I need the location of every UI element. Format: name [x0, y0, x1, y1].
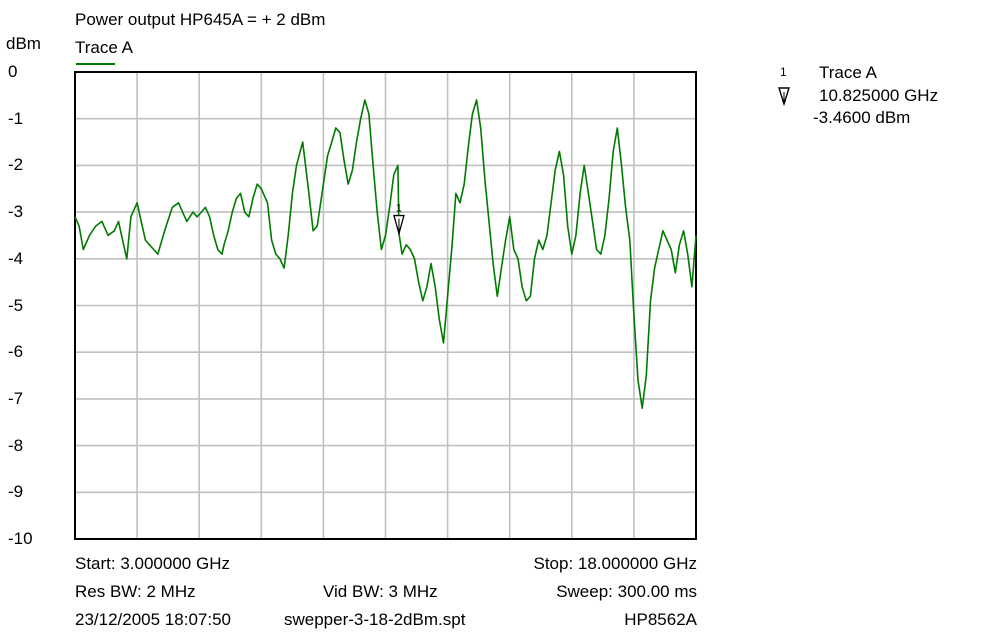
y-tick-label: -2 [8, 155, 24, 175]
y-tick-label: -4 [8, 248, 24, 268]
video-bandwidth: Vid BW: 3 MHz [323, 582, 438, 601]
chart-title: Power output HP645A = + 2 dBm [75, 10, 326, 29]
sweep-time: Sweep: 300.00 ms [556, 582, 697, 601]
marker-readout-trace: Trace A [819, 63, 877, 82]
plot-grid [75, 72, 696, 539]
y-tick-label: -6 [8, 342, 24, 362]
y-tick-label: -5 [8, 295, 24, 315]
y-tick-label: -9 [8, 482, 24, 502]
plot-frame [74, 71, 697, 540]
y-tick-label: -3 [8, 202, 24, 222]
y-tick-label: -1 [8, 108, 24, 128]
start-frequency: Start: 3.000000 GHz [75, 554, 230, 573]
y-axis-unit: dBm [6, 34, 41, 53]
trace-a-series [74, 99, 697, 410]
y-tick-label: -10 [8, 529, 33, 548]
legend-label: Trace A [75, 38, 133, 57]
trace-a-line [74, 99, 697, 410]
marker-number-label: 1 [396, 203, 402, 215]
instrument-model: HP8562A [624, 610, 697, 629]
timestamp: 23/12/2005 18:07:50 [75, 610, 231, 629]
resolution-bandwidth: Res BW: 2 MHz [75, 582, 196, 601]
marker-readout-number: 1 [780, 65, 787, 79]
stop-frequency: Stop: 18.000000 GHz [533, 554, 697, 573]
marker-on-trace: 1 [393, 203, 405, 237]
filename: swepper-3-18-2dBm.spt [284, 610, 466, 629]
y-tick-label: -7 [8, 388, 24, 408]
marker-triangle-icon [777, 86, 791, 107]
legend-swatch [76, 63, 115, 65]
y-tick-label: 0 [8, 62, 18, 81]
marker-readout-level: -3.4600 dBm [813, 108, 911, 127]
marker-readout-frequency: 10.825000 GHz [819, 86, 939, 105]
y-tick-label: -8 [8, 435, 24, 455]
